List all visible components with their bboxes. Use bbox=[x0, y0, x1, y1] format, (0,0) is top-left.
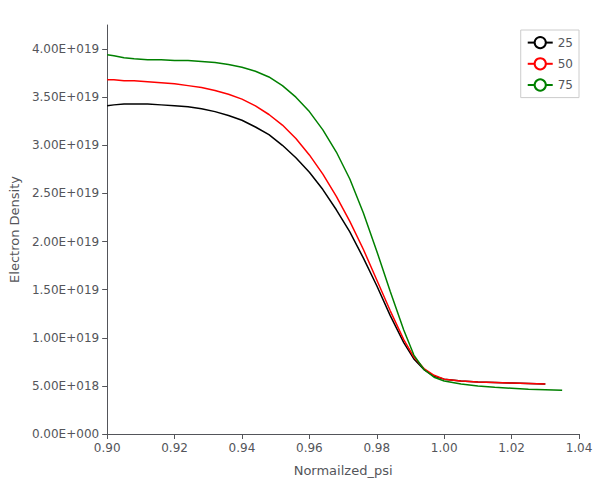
svg-text:3.50E+019: 3.50E+019 bbox=[32, 90, 99, 104]
svg-text:5.00E+018: 5.00E+018 bbox=[32, 379, 99, 393]
svg-text:0.90: 0.90 bbox=[94, 441, 121, 455]
svg-text:50: 50 bbox=[558, 57, 573, 71]
svg-text:75: 75 bbox=[558, 78, 573, 92]
svg-text:0.94: 0.94 bbox=[229, 441, 256, 455]
svg-text:2.50E+019: 2.50E+019 bbox=[32, 186, 99, 200]
svg-text:Normailzed_psi: Normailzed_psi bbox=[294, 463, 393, 478]
svg-text:1.02: 1.02 bbox=[498, 441, 525, 455]
svg-text:Electron Density: Electron Density bbox=[7, 176, 22, 283]
svg-text:0.98: 0.98 bbox=[363, 441, 390, 455]
svg-text:25: 25 bbox=[558, 36, 573, 50]
svg-text:3.00E+019: 3.00E+019 bbox=[32, 138, 99, 152]
svg-text:1.04: 1.04 bbox=[566, 441, 593, 455]
svg-text:4.00E+019: 4.00E+019 bbox=[32, 42, 99, 56]
svg-text:0.00E+000: 0.00E+000 bbox=[32, 427, 99, 441]
svg-text:1.00E+019: 1.00E+019 bbox=[32, 331, 99, 345]
svg-text:0.96: 0.96 bbox=[296, 441, 323, 455]
svg-text:2.00E+019: 2.00E+019 bbox=[32, 235, 99, 249]
svg-text:1.00: 1.00 bbox=[431, 441, 458, 455]
svg-text:0.92: 0.92 bbox=[161, 441, 188, 455]
svg-text:1.50E+019: 1.50E+019 bbox=[32, 283, 99, 297]
